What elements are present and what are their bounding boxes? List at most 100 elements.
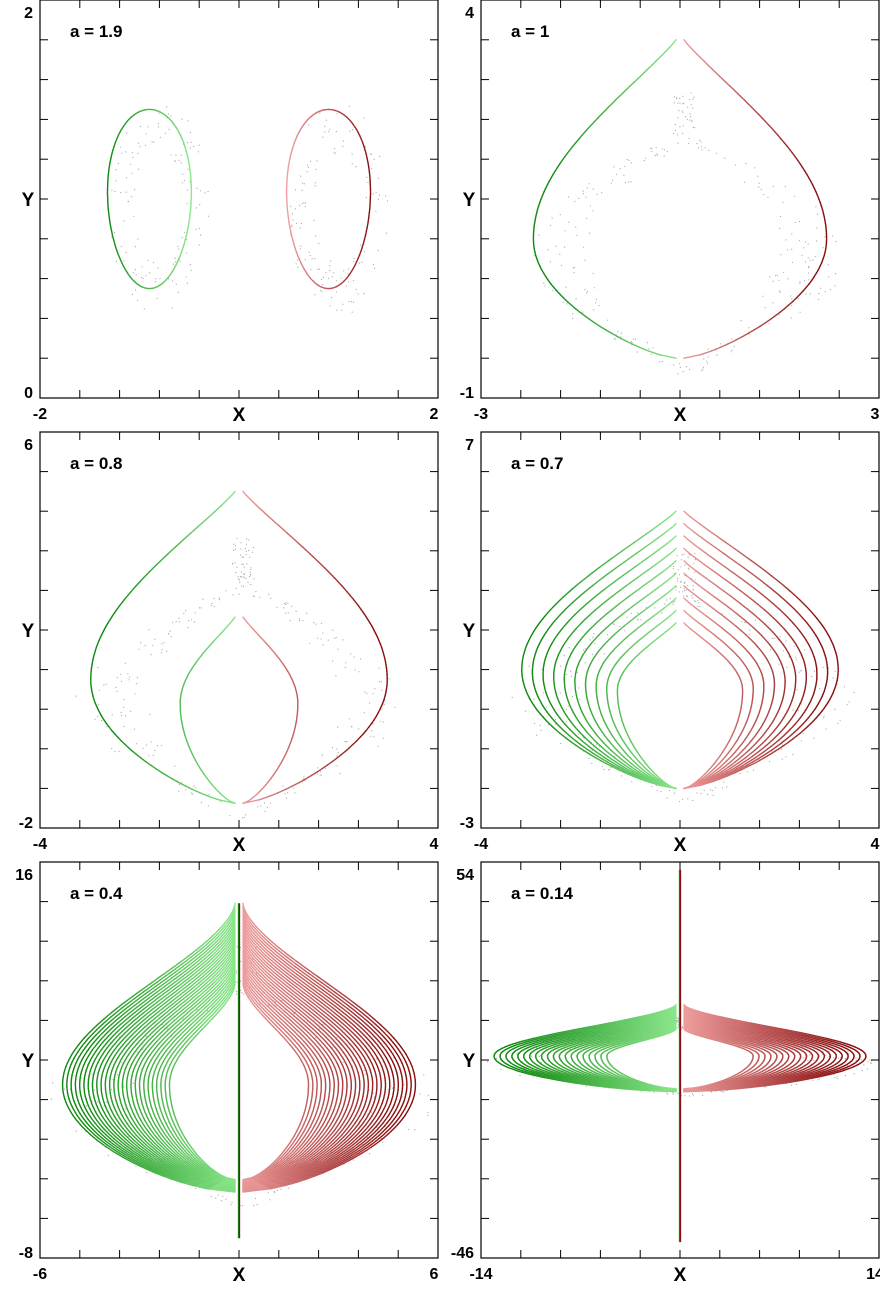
noise-point	[198, 227, 200, 229]
right-trajectory	[683, 1023, 778, 1091]
noise-point	[299, 204, 301, 206]
noise-point	[699, 606, 701, 608]
noise-point	[661, 148, 663, 150]
noise-point	[314, 258, 316, 260]
noise-point	[348, 105, 350, 107]
noise-point	[349, 130, 351, 132]
noise-point	[758, 186, 760, 188]
noise-point	[172, 263, 174, 265]
noise-point	[191, 619, 193, 621]
right-trajectory	[683, 609, 754, 790]
noise-point	[290, 205, 292, 207]
noise-point	[785, 640, 787, 642]
noise-point	[253, 595, 255, 597]
noise-point	[486, 1061, 489, 1063]
noise-point	[320, 770, 322, 773]
noise-point	[133, 728, 136, 730]
noise-point	[373, 736, 375, 738]
noise-point	[331, 747, 334, 749]
noise-point	[374, 688, 376, 690]
noise-point	[741, 621, 743, 623]
noise-point	[286, 792, 289, 794]
noise-point	[379, 681, 381, 683]
noise-point	[721, 787, 724, 789]
noise-point	[779, 635, 781, 638]
noise-point	[381, 689, 383, 691]
noise-point	[286, 797, 288, 799]
noise-point	[853, 1073, 855, 1075]
noise-point	[805, 293, 807, 295]
noise-point	[801, 254, 803, 256]
noise-point	[308, 124, 310, 126]
noise-point	[86, 1105, 88, 1107]
x-tick-min: -4	[474, 836, 488, 853]
noise-point	[321, 290, 323, 293]
noise-point	[674, 600, 676, 603]
noise-point	[321, 754, 323, 756]
panel-5: a = 0.4 16 -8-6 6 X Y	[15, 861, 439, 1286]
noise-point	[235, 991, 238, 993]
noise-point	[198, 244, 200, 246]
noise-point	[573, 272, 575, 274]
noise-point	[551, 217, 553, 219]
noise-point	[143, 308, 145, 310]
noise-point	[232, 563, 234, 565]
noise-point	[572, 313, 574, 315]
noise-point	[233, 543, 235, 545]
noise-point	[678, 574, 681, 576]
noise-point	[855, 1057, 857, 1059]
noise-point	[243, 993, 245, 995]
noise-point	[97, 715, 99, 718]
noise-point	[183, 612, 185, 615]
noise-point	[355, 166, 357, 168]
noise-point	[677, 1026, 679, 1028]
noise-point	[613, 337, 616, 340]
noise-point	[218, 597, 220, 599]
noise-point	[347, 273, 349, 275]
plot-area	[532, 39, 837, 375]
noise-point	[167, 113, 169, 115]
noise-point	[358, 728, 360, 730]
noise-point	[682, 125, 684, 127]
noise-point	[685, 589, 688, 591]
y-tick-max: 6	[24, 437, 33, 454]
noise-point	[672, 1092, 674, 1094]
noise-point	[334, 637, 336, 639]
noise-point	[678, 110, 680, 112]
noise-point	[757, 175, 759, 177]
plot-area	[75, 490, 396, 819]
noise-point	[289, 620, 291, 622]
right-trajectory	[683, 622, 744, 790]
noise-point	[124, 662, 126, 664]
noise-point	[208, 793, 210, 795]
noise-point	[366, 176, 368, 178]
noise-point	[132, 156, 134, 159]
noise-point	[699, 139, 701, 141]
noise-point	[818, 293, 820, 295]
noise-point	[589, 205, 592, 207]
noise-point	[330, 296, 332, 299]
noise-point	[311, 258, 313, 260]
right-trajectory	[242, 976, 318, 1182]
noise-point	[814, 255, 816, 258]
noise-point	[676, 1017, 678, 1019]
noise-point	[304, 259, 306, 261]
noise-point	[772, 185, 774, 187]
noise-point	[653, 1091, 655, 1093]
noise-point	[543, 282, 545, 284]
noise-point	[305, 202, 307, 204]
noise-point	[798, 240, 801, 242]
noise-point	[680, 586, 682, 588]
noise-cloud	[111, 105, 389, 313]
noise-point	[252, 551, 254, 553]
noise-point	[208, 215, 210, 217]
noise-point	[682, 95, 684, 97]
noise-point	[539, 1054, 541, 1056]
noise-point	[656, 153, 658, 155]
noise-point	[148, 755, 150, 757]
noise-point	[832, 677, 834, 679]
noise-point	[566, 303, 568, 305]
noise-point	[120, 680, 122, 682]
noise-point	[350, 653, 352, 655]
